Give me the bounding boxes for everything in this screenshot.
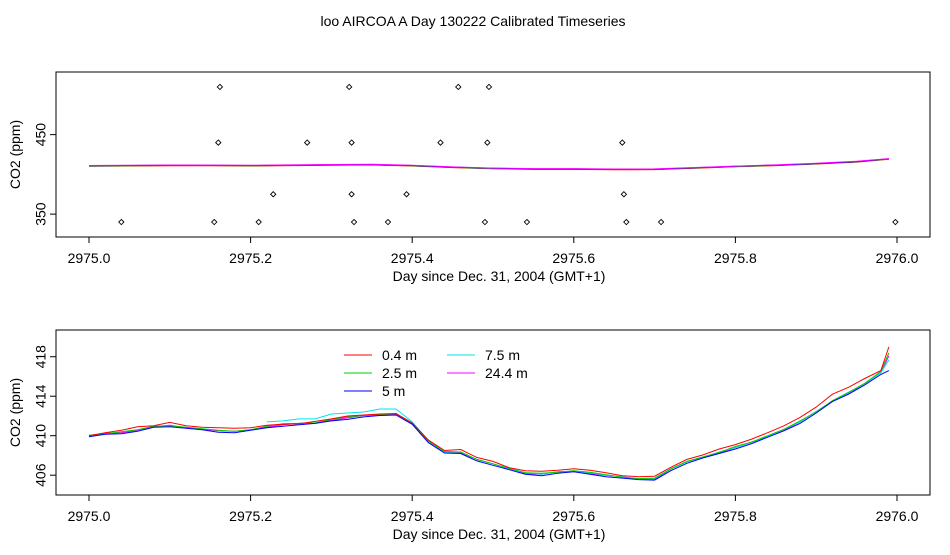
y-tick-label: 414: [33, 384, 49, 408]
scatter-point: [211, 218, 218, 226]
x-axis-label: Day since Dec. 31, 2004 (GMT+1): [393, 268, 606, 284]
series-line-5-m: [88, 370, 890, 481]
scatter-point: [345, 83, 353, 91]
legend-label: 24.4 m: [485, 365, 528, 381]
scatter-point: [384, 218, 392, 226]
scatter-point: [623, 218, 630, 226]
scatter-point: [269, 191, 277, 198]
scatter-point: [303, 139, 311, 146]
x-tick-label: 2976.0: [876, 508, 919, 524]
y-tick-label: 406: [33, 463, 49, 487]
main-title: loo AIRCOA A Day 130222 Calibrated Times…: [320, 13, 625, 29]
scatter-point: [350, 218, 358, 226]
x-axis-label: Day since Dec. 31, 2004 (GMT+1): [393, 526, 606, 542]
y-tick-label: 410: [33, 424, 49, 448]
scatter-point: [348, 139, 355, 146]
x-tick-label: 2975.8: [714, 508, 757, 524]
scatter-point: [892, 218, 899, 226]
scatter-point: [118, 218, 125, 226]
scatter-point: [348, 191, 355, 198]
x-tick-label: 2975.0: [68, 250, 111, 266]
plot-frame: [55, 329, 931, 496]
scatter-point: [255, 218, 262, 226]
top-series-line: [88, 158, 889, 170]
scatter-point: [619, 139, 626, 146]
x-tick-label: 2975.2: [229, 508, 272, 524]
x-tick-label: 2975.2: [229, 250, 272, 266]
scatter-point: [481, 218, 489, 226]
legend-label: 2.5 m: [382, 365, 417, 381]
legend-label: 7.5 m: [485, 347, 520, 363]
legend: 0.4 m 2.5 m 5 m 7.5 m 24.4 m: [344, 347, 528, 399]
panel-top: 2975.0 2975.2 2975.4 2975.6 2975.8 2976.0 350 4…: [7, 71, 931, 284]
x-tick-label: 2975.8: [714, 250, 757, 266]
series-line-0-4-m: [88, 346, 890, 478]
x-tick-label: 2975.4: [391, 250, 434, 266]
plot-frame: [55, 71, 931, 238]
scatter-point: [657, 218, 665, 226]
legend-label: 0.4 m: [382, 347, 417, 363]
scatter-point: [620, 191, 628, 198]
x-tick-label: 2975.0: [68, 508, 111, 524]
scatter-point: [484, 139, 491, 146]
y-tick-label: 450: [33, 123, 49, 147]
scatter-point: [455, 83, 462, 91]
y-axis-label: CO2 (ppm): [7, 378, 23, 447]
legend-label: 5 m: [382, 383, 405, 399]
series-line-2-5-m: [88, 352, 890, 480]
scatter-point: [485, 83, 493, 91]
scatter-point: [437, 139, 444, 146]
x-tick-label: 2975.4: [391, 508, 434, 524]
scatter-point: [216, 83, 224, 91]
x-tick-label: 2975.6: [552, 508, 595, 524]
scatter-point: [523, 218, 531, 226]
y-axis-label: CO2 (ppm): [7, 120, 23, 189]
scatter-point: [403, 191, 410, 198]
y-tick-label: 418: [33, 345, 49, 369]
x-tick-label: 2976.0: [876, 250, 919, 266]
y-tick-label: 350: [33, 202, 49, 226]
panel-bottom: 2975.0 2975.2 2975.4 2975.6 2975.8 2976.0 406 4…: [7, 329, 931, 542]
x-tick-label: 2975.6: [552, 250, 595, 266]
scatter-point: [215, 139, 222, 146]
